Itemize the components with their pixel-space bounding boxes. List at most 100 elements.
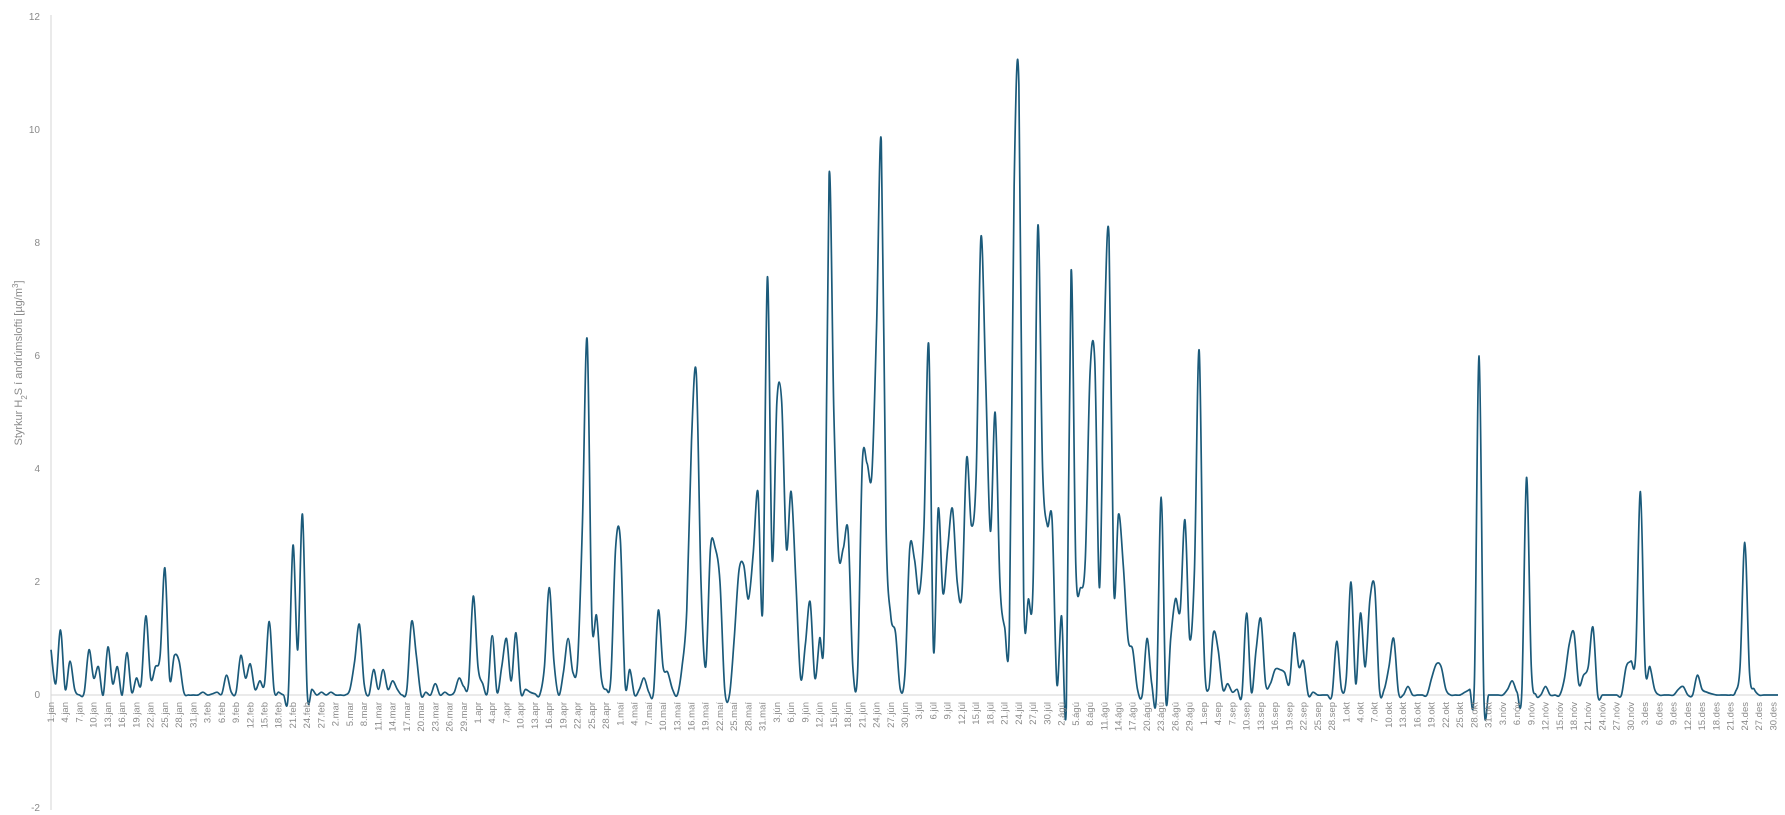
x-tick-label: 26.ágú (1170, 702, 1181, 731)
x-tick-label: 15.jún (829, 702, 840, 728)
x-tick-label: 13.okt (1398, 702, 1409, 728)
x-tick-label: 2.mar (331, 702, 342, 726)
x-tick-label: 3.júl (914, 702, 925, 719)
x-tick-label: 31.okt (1484, 702, 1495, 728)
x-tick-label: 16.sep (1270, 702, 1281, 731)
x-tick-label: 18.feb (274, 702, 285, 728)
x-tick-label: 21.des (1726, 702, 1737, 731)
x-tick-label: 27.júl (1028, 702, 1039, 725)
x-tick-label: 16.jan (117, 702, 128, 728)
x-tick-label: 22.jan (146, 702, 157, 728)
x-tick-label: 27.des (1754, 702, 1765, 731)
x-tick-label: 14.ágú (1114, 702, 1125, 731)
x-tick-label: 23.ágú (1156, 702, 1167, 731)
y-axis: -2 0 2 4 6 8 10 12 (29, 12, 52, 814)
x-tick-label: 24.nóv (1598, 702, 1609, 731)
x-tick-label: 28.okt (1469, 702, 1480, 728)
x-tick-label: 4.jan (60, 702, 71, 723)
x-tick-label: 18.jún (843, 702, 854, 728)
x-tick-label: 27.feb (316, 702, 327, 728)
x-tick-label: 7.apr (502, 702, 513, 724)
x-tick-label: 6.jún (786, 702, 797, 723)
x-tick-label: 8.ágú (1085, 702, 1096, 726)
y-tick-label: 10 (29, 125, 41, 136)
x-tick-label: 15.júl (971, 702, 982, 725)
x-tick-label: 1.jan (46, 702, 57, 723)
x-tick-label: 22.sep (1299, 702, 1310, 731)
x-tick-label: 10.jan (89, 702, 100, 728)
x-tick-label: 17.ágú (1128, 702, 1139, 731)
x-tick-label: 21.júl (1000, 702, 1011, 725)
x-tick-label: 18.des (1711, 702, 1722, 731)
x-tick-label: 15.nóv (1555, 702, 1566, 731)
x-tick-label: 1.maí (615, 702, 626, 726)
x-tick-label: 14.mar (388, 702, 399, 732)
x-tick-label: 18.júl (985, 702, 996, 725)
x-tick-label: 22.maí (715, 702, 726, 731)
x-tick-label: 19.apr (558, 702, 569, 729)
x-tick-label: 24.júl (1014, 702, 1025, 725)
x-tick-label: 9.des (1669, 702, 1680, 725)
y-axis-title-superscript: 3 (11, 283, 20, 288)
x-tick-label: 6.feb (217, 702, 228, 723)
x-tick-label: 9.feb (231, 702, 242, 723)
x-tick-label: 6.des (1654, 702, 1665, 725)
x-tick-label: 12.jún (815, 702, 826, 728)
x-tick-label: 22.okt (1441, 702, 1452, 728)
x-tick-label: 12.feb (245, 702, 256, 728)
x-tick-label: 7.sep (1227, 702, 1238, 725)
y-tick-label: 4 (34, 464, 40, 475)
x-tick-label: 2.ágú (1057, 702, 1068, 726)
y-tick-label: 6 (34, 351, 40, 362)
y-tick-label: -2 (31, 803, 40, 814)
x-tick-label: 3.des (1640, 702, 1651, 725)
x-tick-label: 13.jan (103, 702, 114, 728)
x-tick-label: 7.jan (75, 702, 86, 723)
x-tick-label: 10.okt (1384, 702, 1395, 728)
x-tick-label: 11.mar (373, 702, 384, 731)
y-axis-title-suffix: ] (13, 280, 25, 283)
x-tick-label: 19.okt (1427, 702, 1438, 728)
x-tick-label: 21.nóv (1583, 702, 1594, 731)
x-tick-label: 28.apr (601, 702, 612, 729)
x-tick-label: 1.apr (473, 702, 484, 724)
x-tick-label: 4.sep (1213, 702, 1224, 725)
x-tick-label: 23.mar (430, 702, 441, 732)
x-tick-label: 9.júl (943, 702, 954, 719)
x-tick-label: 25.sep (1313, 702, 1324, 731)
x-tick-label: 5.mar (345, 702, 356, 726)
x-tick-label: 27.nóv (1612, 702, 1623, 731)
x-tick-label: 13.sep (1256, 702, 1267, 731)
y-axis-title-middle: S í andrúmslofti [µg/m (13, 288, 25, 395)
x-axis: 1.jan 4.jan 7.jan 10.jan 13.jan 16.jan 19.jan 2… (46, 702, 1779, 732)
y-axis-title: Styrkur H2S í andrúmslofti [µg/m3] (11, 280, 29, 445)
x-tick-label: 10.maí (658, 702, 669, 731)
y-tick-label: 12 (29, 12, 41, 23)
x-tick-label: 29.ágú (1185, 702, 1196, 731)
series-layer (50, 58, 1778, 721)
x-tick-label: 15.feb (260, 702, 271, 728)
x-tick-label: 7.okt (1370, 702, 1381, 723)
x-tick-label: 3.feb (203, 702, 214, 723)
x-tick-label: 24.feb (302, 702, 313, 728)
x-tick-label: 25.apr (587, 702, 598, 729)
x-tick-label: 8.mar (359, 702, 370, 726)
y-axis-title-subscript: 2 (20, 395, 29, 400)
x-tick-label: 16.apr (544, 702, 555, 729)
x-tick-label: 1.okt (1341, 702, 1352, 723)
x-tick-label: 1.sep (1199, 702, 1210, 725)
x-tick-label: 28.jan (174, 702, 185, 728)
x-tick-label: 4.apr (487, 702, 498, 724)
series-line (50, 58, 1778, 721)
x-tick-label: 19.jan (131, 702, 142, 728)
x-tick-label: 6.nóv (1512, 702, 1523, 725)
x-tick-label: 26.mar (445, 702, 456, 732)
x-tick-label: 16.okt (1412, 702, 1423, 728)
x-tick-label: 3.jún (772, 702, 783, 723)
x-tick-label: 5.ágú (1071, 702, 1082, 726)
x-tick-label: 22.apr (573, 702, 584, 729)
x-tick-label: 4.okt (1356, 702, 1367, 723)
x-tick-label: 19.maí (701, 702, 712, 731)
x-tick-label: 11.ágú (1099, 702, 1110, 730)
